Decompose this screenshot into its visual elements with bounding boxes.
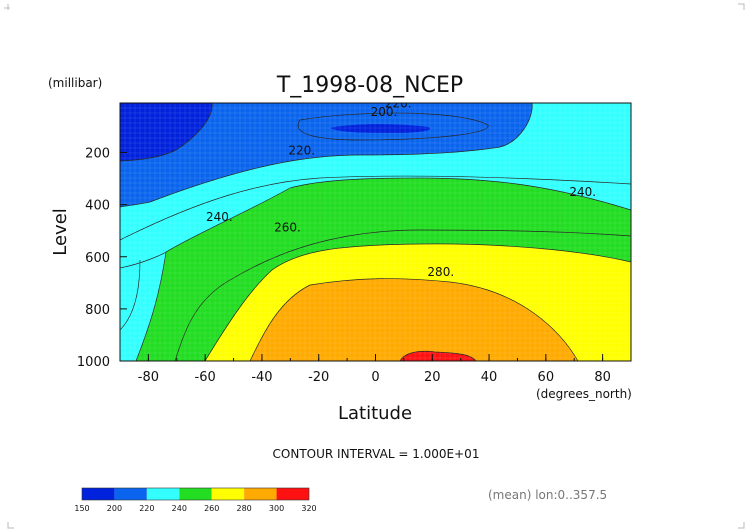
plot-area: 220.200.220.240.240.260.280. — [119, 97, 632, 362]
x-tick-label: 40 — [481, 370, 498, 385]
x-tick-label: -20 — [308, 370, 329, 385]
contour-label-0: 220. — [385, 97, 412, 111]
colorbar-label: 240 — [172, 504, 187, 513]
contour-label-3: 240. — [569, 185, 596, 199]
x-tick-label: 60 — [538, 370, 555, 385]
y-tick-label: 200 — [85, 147, 110, 162]
x-tick-label: 20 — [424, 370, 441, 385]
corner-marks — [4, 3, 745, 529]
contour-line-2 — [297, 112, 489, 141]
y-tick-label: 1000 — [77, 355, 110, 370]
y-axis-label: Level — [50, 208, 71, 256]
colorbar: 150 200 220 240 260 280 300 320 — [74, 487, 317, 513]
colorbar-label: 320 — [301, 504, 316, 513]
x-tick-label: -40 — [251, 370, 272, 385]
colorbar-swatch — [276, 488, 309, 500]
x-tick-label: -80 — [138, 370, 159, 385]
contour-line-8 — [249, 278, 579, 361]
contour-label-1: 200. — [371, 105, 398, 119]
contour-line-10 — [399, 350, 477, 361]
contour-interval-label: CONTOUR INTERVAL = 1.000E+01 — [273, 447, 480, 461]
contour-line-1 — [120, 103, 533, 208]
contour-line-5 — [135, 251, 167, 361]
colorbar-label: 260 — [204, 504, 219, 513]
contour-label-5: 260. — [274, 220, 301, 234]
contour-line-6 — [174, 229, 631, 361]
colorbar-swatch — [82, 488, 115, 500]
x-axis: -80 -60 -40 -20 0 20 40 60 80 — [119, 354, 632, 385]
y-units-label: (millibar) — [48, 76, 102, 90]
y-axis: 200 400 600 800 1000 — [77, 147, 127, 370]
x-units-label: (degrees_north) — [536, 387, 632, 401]
colorbar-label: 280 — [237, 504, 252, 513]
colorbar-label: 200 — [107, 504, 122, 513]
chart-title: T_1998-08_NCEP — [276, 73, 463, 98]
contour-label-4: 240. — [206, 210, 233, 224]
x-tick-label: 80 — [594, 370, 611, 385]
contour-line-4 — [120, 177, 631, 269]
colorbar-swatch — [211, 488, 245, 500]
contour-line-3 — [120, 175, 631, 241]
colorbar-swatch — [179, 488, 212, 500]
x-tick-label: -60 — [195, 370, 216, 385]
contour-line-9 — [120, 259, 141, 331]
colorbar-swatch — [146, 488, 180, 500]
footnote-label: (mean) lon:0..357.5 — [488, 488, 607, 502]
x-tick-label: 0 — [371, 370, 379, 385]
colorbar-swatch — [114, 488, 147, 500]
y-tick-label: 800 — [85, 303, 110, 318]
contour-label-6: 280. — [427, 265, 454, 279]
colorbar-swatch — [244, 488, 277, 500]
y-tick-label: 600 — [85, 251, 110, 266]
colorbar-label: 220 — [139, 504, 154, 513]
band-280-300 — [250, 278, 578, 361]
contour-line-7 — [204, 243, 631, 361]
contour-label-2: 220. — [288, 143, 315, 157]
contour-line-0 — [120, 103, 213, 162]
band-150-200-north — [330, 124, 431, 133]
colorbar-label: 150 — [74, 504, 89, 513]
y-tick-label: 400 — [85, 199, 110, 214]
band-150-200-south — [120, 103, 213, 161]
colorbar-label: 300 — [269, 504, 284, 513]
x-axis-label: Latitude — [338, 403, 412, 424]
